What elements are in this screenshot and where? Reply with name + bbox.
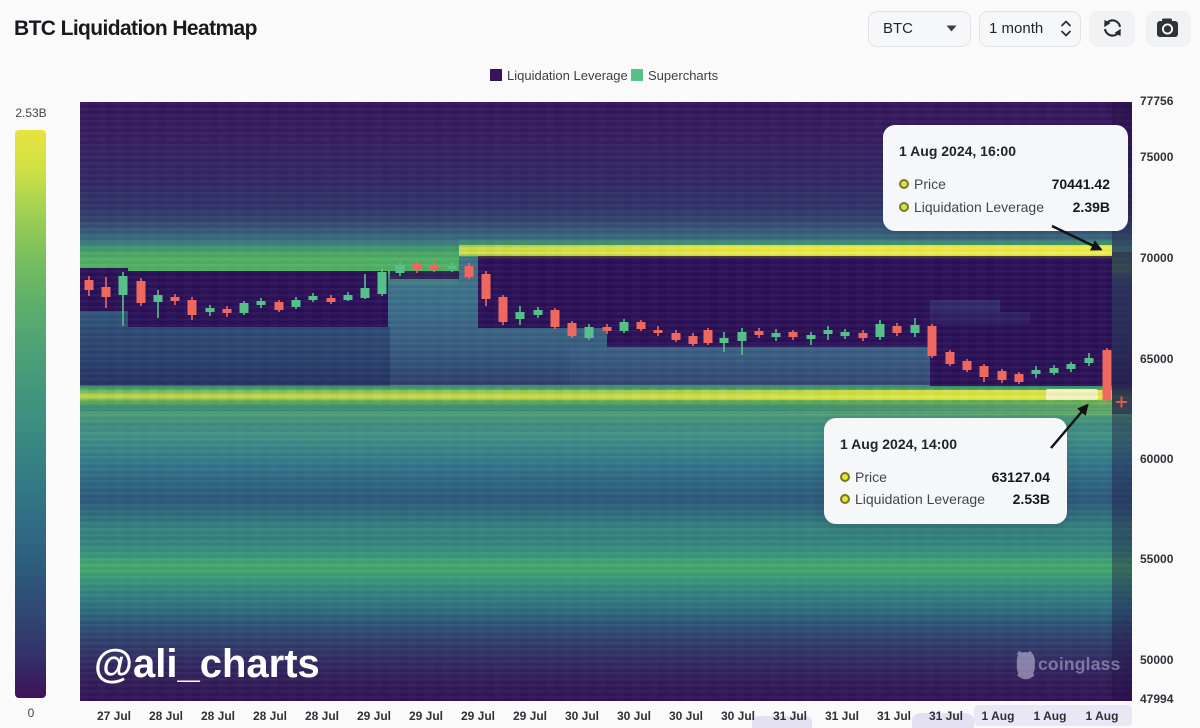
svg-text:@ali_charts: @ali_charts	[94, 642, 320, 686]
svg-text:coinglass: coinglass	[1038, 654, 1121, 674]
